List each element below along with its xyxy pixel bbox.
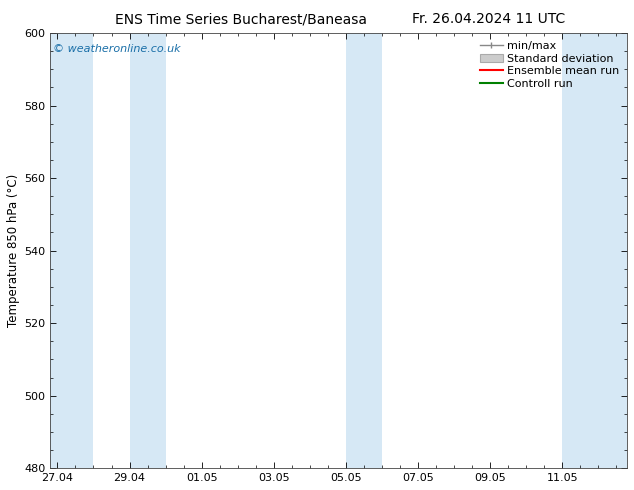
Bar xyxy=(346,33,382,468)
Y-axis label: Temperature 850 hPa (°C): Temperature 850 hPa (°C) xyxy=(7,174,20,327)
Bar xyxy=(562,33,627,468)
Bar xyxy=(129,33,165,468)
Text: ENS Time Series Bucharest/Baneasa: ENS Time Series Bucharest/Baneasa xyxy=(115,12,367,26)
Text: Fr. 26.04.2024 11 UTC: Fr. 26.04.2024 11 UTC xyxy=(411,12,565,26)
Text: © weatheronline.co.uk: © weatheronline.co.uk xyxy=(53,44,181,54)
Legend: min/max, Standard deviation, Ensemble mean run, Controll run: min/max, Standard deviation, Ensemble me… xyxy=(478,39,621,91)
Bar xyxy=(50,33,93,468)
